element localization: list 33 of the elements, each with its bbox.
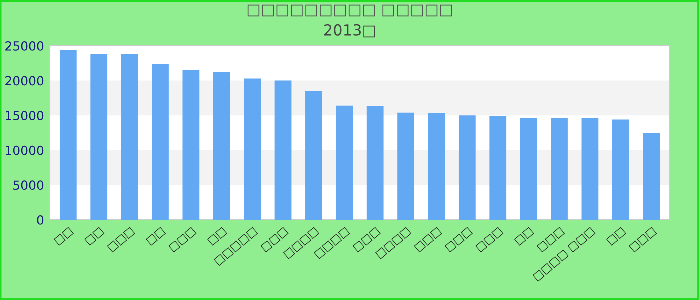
bar [90,54,108,220]
bar [336,106,354,220]
bar [306,91,322,220]
bar [152,64,169,220]
bar [612,120,630,220]
bar [643,133,660,220]
x-tick-label: □□ [146,227,166,246]
bar [520,118,538,220]
chart-subtitle: 2013□ [324,24,376,38]
bar [458,116,476,220]
bar [582,118,599,220]
bar [366,106,384,220]
bar [428,114,446,220]
y-tick-label: 10000 [6,146,44,156]
bar [551,118,568,220]
x-tick-label: □□ [54,227,74,246]
bar [490,116,507,220]
y-tick-label: 0 [37,215,44,225]
y-tick-label: 25000 [6,41,44,51]
bar [121,54,138,220]
bar [244,78,262,220]
x-tick-label: □□ [84,227,105,246]
y-tick-label: 5000 [14,180,44,190]
x-tick-label: □□ [514,227,534,246]
bar [213,72,230,220]
x-tick-label: □□ [606,227,626,246]
chart-title: □□□□□□□□□ □□□□□ [248,4,452,17]
y-tick-label: 15000 [6,111,44,121]
bar [274,80,292,220]
bar [398,112,414,220]
bar [60,50,77,220]
bar [182,70,200,220]
y-tick-label: 20000 [6,76,44,86]
